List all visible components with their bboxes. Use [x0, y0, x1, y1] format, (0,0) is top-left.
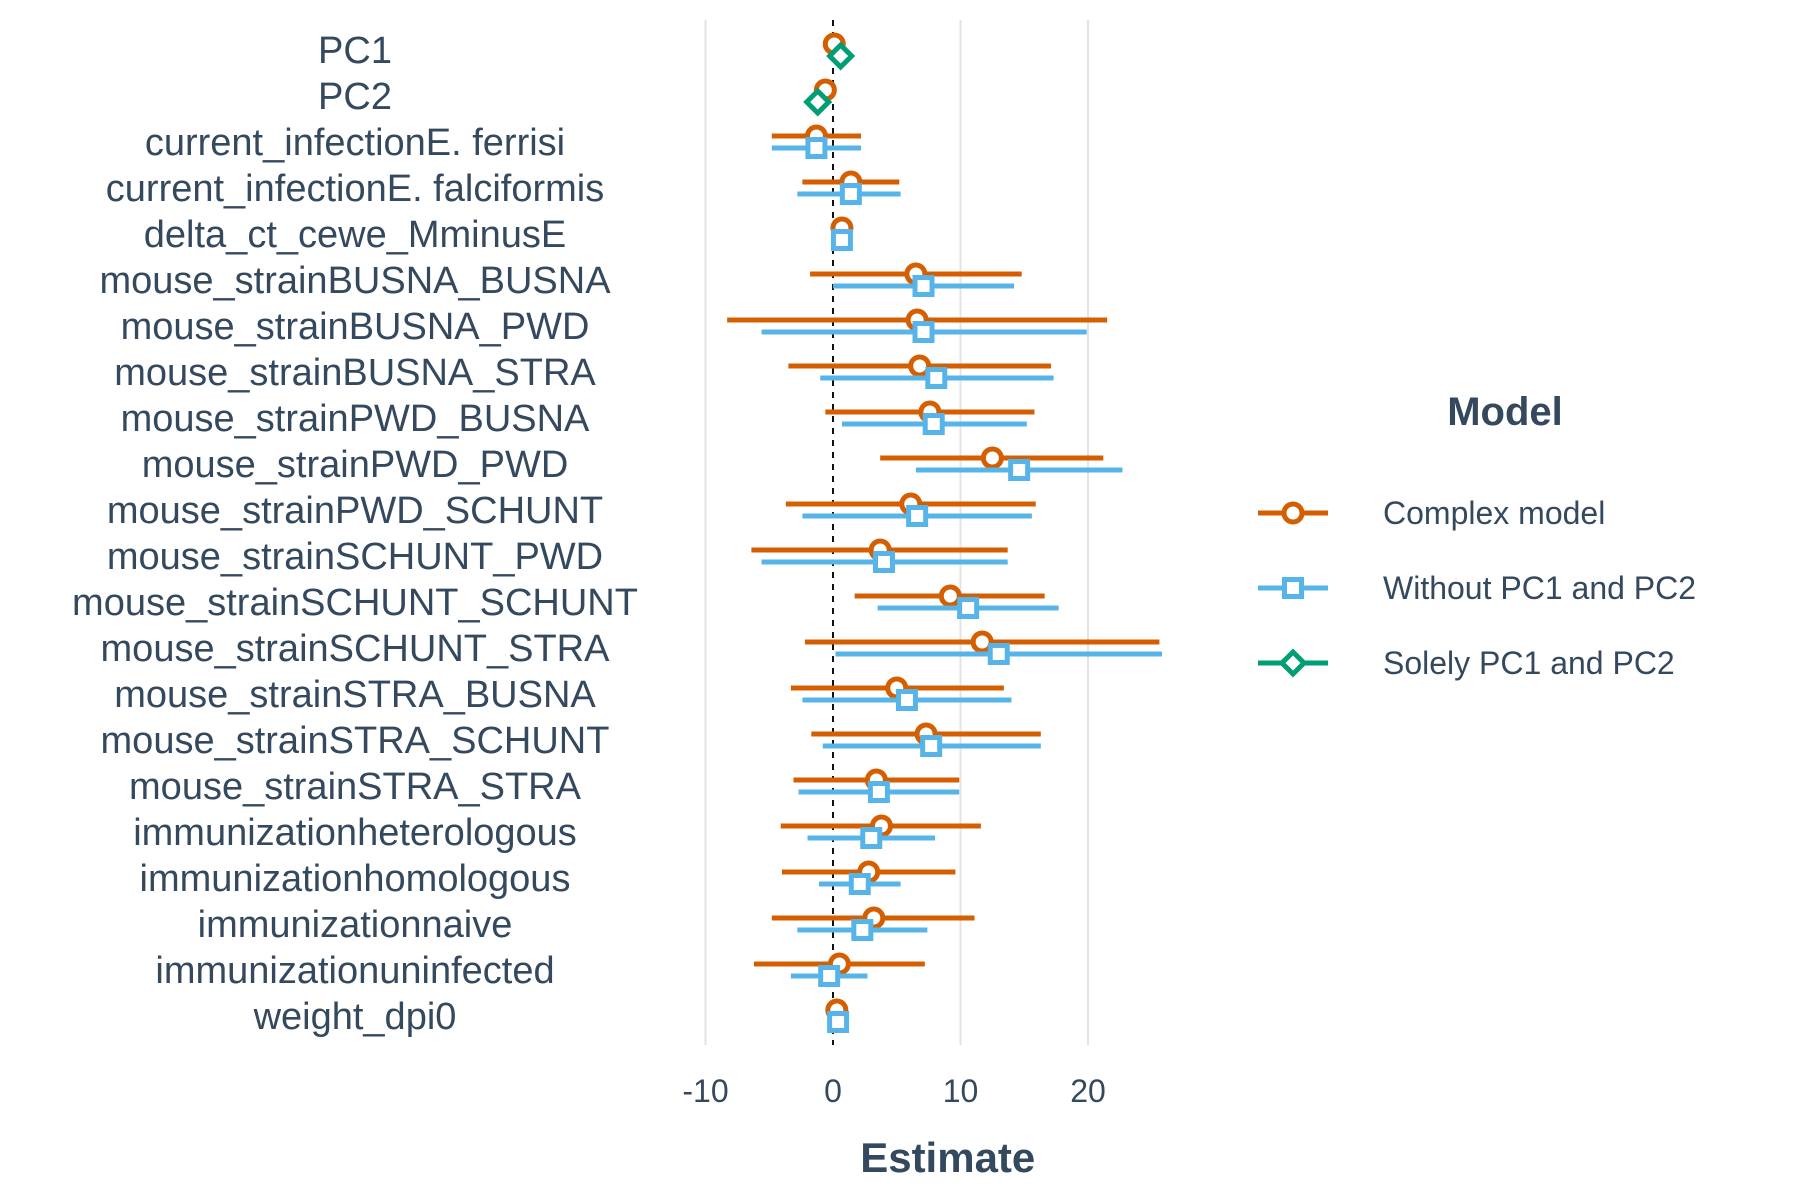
y-label-8: mouse_strainPWD_BUSNA [121, 398, 590, 440]
point-1-15 [860, 827, 883, 849]
y-label-6: mouse_strainBUSNA_PWD [121, 306, 590, 348]
y-label-7: mouse_strainBUSNA_STRA [114, 352, 596, 394]
point-1-10 [957, 597, 980, 619]
point-1-17 [851, 919, 874, 941]
x-axis-ticks: -10 0 10 20 [682, 1073, 1105, 1109]
point-2-1 [803, 87, 833, 117]
y-label-1: PC2 [318, 76, 392, 118]
legend-label-1: Without PC1 and PC2 [1383, 570, 1696, 606]
series-0 [727, 32, 1160, 1022]
legend-key-marker-2 [1278, 648, 1308, 678]
y-label-11: mouse_strainSCHUNT_PWD [107, 536, 603, 578]
y-label-12: mouse_strainSCHUNT_SCHUNT [72, 582, 638, 624]
point-0-12 [938, 584, 962, 608]
point-1-7 [1008, 459, 1031, 481]
y-label-20: immunizationuninfected [155, 950, 554, 992]
point-0-7 [908, 354, 932, 378]
gridlines [704, 20, 1089, 1045]
legend-title: Model [1447, 390, 1563, 434]
y-label-5: mouse_strainBUSNA_BUSNA [99, 260, 611, 302]
y-label-17: immunizationheterologous [133, 812, 577, 854]
x-tick-label-0: -10 [682, 1073, 728, 1109]
y-label-10: mouse_strainPWD_SCHUNT [107, 490, 603, 532]
legend-label-0: Complex model [1383, 495, 1605, 531]
point-2-0 [826, 41, 856, 71]
point-0-13 [970, 630, 994, 654]
x-tick-label-2: 10 [943, 1073, 979, 1109]
y-label-9: mouse_strainPWD_PWD [142, 444, 569, 486]
legend: Model Complex model Without PC1 and PC2 So… [1258, 390, 1696, 681]
point-0-9 [980, 446, 1004, 470]
point-1-3 [912, 275, 935, 297]
legend-key-marker-0 [1281, 501, 1305, 525]
legend-label-2: Solely PC1 and PC2 [1383, 645, 1675, 681]
series-1 [761, 137, 1162, 1033]
series-layer [727, 32, 1162, 1033]
x-tick-label-1: 0 [824, 1073, 842, 1109]
point-1-6 [922, 413, 945, 435]
point-1-16 [848, 873, 871, 895]
x-tick-label-3: 20 [1070, 1073, 1106, 1109]
legend-key-marker-1 [1282, 577, 1304, 599]
series-2 [803, 41, 856, 117]
point-1-13 [920, 735, 943, 757]
point-1-11 [987, 643, 1010, 665]
point-1-12 [895, 689, 918, 711]
y-label-16: mouse_strainSTRA_STRA [129, 766, 582, 808]
y-label-3: current_infectionE. falciformis [106, 168, 604, 210]
y-label-14: mouse_strainSTRA_BUSNA [114, 674, 596, 716]
x-axis-title: Estimate [860, 1134, 1035, 1181]
point-1-0 [805, 137, 828, 159]
point-1-2 [830, 229, 853, 251]
point-1-4 [912, 321, 935, 343]
point-1-5 [925, 367, 948, 389]
y-label-13: mouse_strainSCHUNT_STRA [101, 628, 611, 670]
y-label-0: PC1 [318, 30, 392, 72]
point-1-9 [873, 551, 895, 573]
point-1-19 [827, 1011, 850, 1033]
point-1-18 [818, 965, 841, 987]
point-1-1 [839, 183, 862, 205]
y-label-21: weight_dpi0 [253, 996, 457, 1038]
point-1-14 [867, 781, 890, 803]
y-label-18: immunizationhomologous [140, 858, 571, 900]
point-1-8 [906, 505, 929, 527]
y-label-4: delta_ct_cewe_MminusE [144, 214, 566, 256]
y-label-2: current_infectionE. ferrisi [145, 122, 565, 164]
y-label-19: immunizationnaive [198, 904, 513, 946]
y-label-15: mouse_strainSTRA_SCHUNT [101, 720, 610, 762]
